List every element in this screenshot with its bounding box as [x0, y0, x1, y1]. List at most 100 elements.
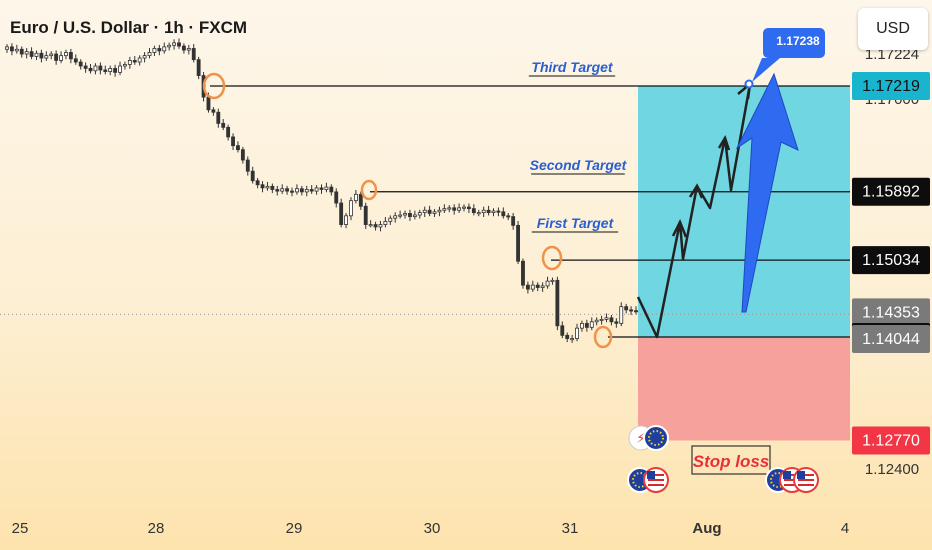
candle-body: [54, 53, 59, 61]
candle-body: [481, 209, 486, 214]
candle-body: [580, 322, 584, 329]
candle-body: [44, 55, 49, 59]
candle-body: [64, 52, 68, 57]
y-axis-tick: 1.17224: [865, 46, 919, 63]
candle-body: [177, 42, 181, 47]
callout-anchor: [744, 79, 754, 89]
candle-body: [309, 189, 314, 192]
candle-body: [250, 170, 255, 182]
candle-body: [624, 306, 629, 311]
candle-body: [329, 186, 334, 193]
price-label-box: [852, 72, 930, 100]
candle-body: [383, 220, 388, 225]
marker-circle: [202, 72, 226, 100]
candle-body: [152, 48, 157, 53]
bullish-arrow: [735, 72, 799, 313]
candle-body: [427, 209, 432, 214]
candle-body: [19, 48, 24, 55]
candle-body: [398, 214, 403, 217]
price-label: 1.15034: [862, 252, 920, 269]
candle-body: [412, 214, 417, 217]
candle-body: [157, 48, 162, 52]
projection-arrowhead: [671, 218, 688, 238]
candle-body: [78, 61, 83, 67]
candle-body: [260, 184, 265, 189]
candle-body: [353, 193, 358, 202]
x-axis-tick: 4: [841, 520, 849, 537]
candle-body: [162, 46, 167, 52]
candle-body: [226, 126, 231, 138]
price-label: 1.12770: [862, 433, 920, 450]
eu-stars: [648, 430, 664, 446]
candle-body: [378, 224, 383, 228]
candle-body: [506, 215, 511, 218]
flash-glyph: ⚡: [636, 431, 646, 447]
candle-body: [285, 188, 290, 192]
candle-body: [275, 189, 280, 192]
candle-body: [540, 285, 545, 288]
candle-body: [231, 136, 235, 147]
marker-circle: [360, 179, 378, 201]
candle-body: [118, 65, 122, 73]
price-label-box: [852, 177, 930, 206]
candle-body: [206, 96, 211, 111]
us-event-badge: [793, 467, 819, 493]
candle-body: [373, 224, 378, 228]
candle-body: [358, 193, 363, 207]
candle-body: [24, 51, 29, 55]
candle-body: [575, 327, 579, 339]
candle-body: [29, 51, 34, 57]
candle-body: [584, 322, 589, 328]
currency-selector[interactable]: USD: [858, 8, 928, 50]
candle-body: [349, 200, 353, 217]
candle-body: [535, 284, 540, 288]
candle-body: [437, 209, 442, 213]
candle-body: [452, 207, 457, 211]
candle-body: [516, 224, 520, 262]
candle-body: [49, 53, 54, 57]
candle-body: [339, 202, 344, 225]
candle-body: [521, 260, 525, 286]
target-label: First Target: [537, 215, 615, 231]
candle-body: [457, 207, 462, 211]
candle-body: [599, 318, 604, 321]
candle-body: [123, 64, 127, 67]
candle-body: [108, 67, 113, 72]
candle-body: [191, 48, 196, 61]
candle-body: [604, 317, 609, 320]
candle-body: [388, 217, 393, 222]
candle-body: [324, 186, 329, 190]
price-label: 1.14353: [862, 304, 920, 321]
candle-body: [127, 60, 132, 65]
candle-body: [501, 211, 506, 217]
candle-body: [280, 188, 285, 192]
candle-body: [181, 45, 186, 51]
candle-body: [491, 210, 496, 214]
candle-body: [147, 52, 152, 57]
candle-body: [93, 65, 98, 72]
candle-body: [594, 319, 599, 323]
x-axis-tick: 28: [148, 520, 165, 537]
candle-body: [619, 306, 624, 324]
price-label: 1.14044: [862, 331, 920, 348]
target-label: Second Target: [530, 157, 628, 173]
candle-body: [236, 145, 240, 151]
candle-body: [299, 188, 304, 193]
candle-body: [555, 279, 560, 327]
candle-body: [167, 44, 172, 48]
candle-body: [589, 321, 594, 328]
x-axis-tick: 31: [562, 520, 579, 537]
candle-body: [14, 48, 19, 52]
candle-body: [132, 60, 137, 63]
candle-body: [565, 334, 570, 339]
candle-body: [88, 67, 93, 72]
candle-body: [550, 279, 555, 282]
candle-body: [462, 206, 466, 209]
x-axis-tick: 29: [286, 520, 303, 537]
candle-body: [103, 69, 108, 72]
candle-body: [570, 338, 575, 341]
candle-body: [486, 209, 491, 214]
candle-body: [393, 215, 398, 219]
candle-body: [476, 212, 481, 215]
